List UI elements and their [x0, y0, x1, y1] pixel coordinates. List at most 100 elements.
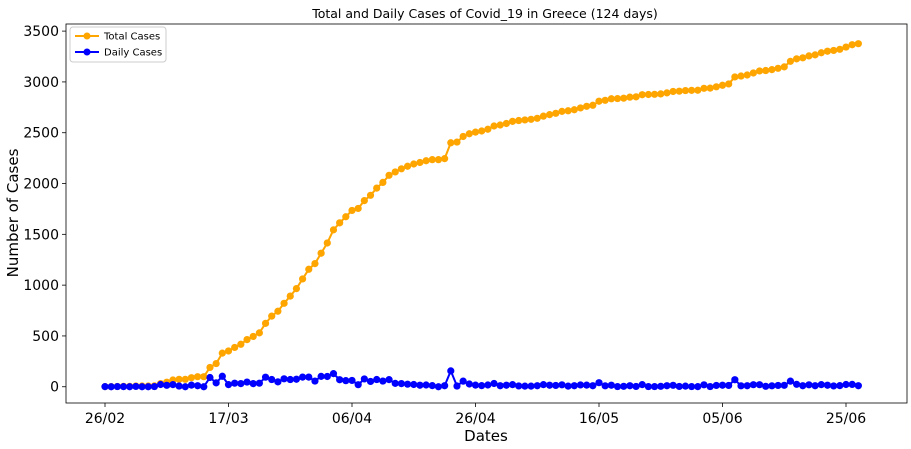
data-point-daily — [175, 382, 183, 390]
data-point-daily — [749, 381, 757, 389]
data-point-daily — [138, 383, 146, 391]
data-point-total — [576, 104, 585, 112]
data-point-total — [508, 117, 517, 125]
data-point-daily — [793, 380, 801, 388]
x-tick-label: 25/06 — [826, 411, 866, 427]
data-point-total — [638, 91, 646, 99]
data-point-daily — [657, 382, 665, 390]
data-point-total — [366, 191, 375, 199]
data-point-total — [218, 349, 226, 357]
data-point-total — [237, 340, 245, 348]
data-point-daily — [570, 382, 578, 390]
data-point-total — [793, 55, 801, 63]
data-point-daily — [768, 382, 776, 390]
data-point-daily — [805, 381, 813, 389]
data-point-total — [521, 116, 529, 124]
data-point-daily — [638, 381, 646, 389]
data-point-daily — [459, 377, 467, 385]
data-point-daily — [650, 382, 659, 391]
data-point-total — [811, 51, 819, 59]
data-point-total — [626, 93, 634, 101]
data-point-total — [200, 373, 208, 381]
data-point-daily — [465, 380, 473, 388]
data-point-total — [385, 171, 393, 179]
data-point-total — [354, 204, 362, 213]
data-point-total — [471, 128, 480, 136]
data-point-daily — [799, 382, 807, 390]
data-point-total — [533, 114, 541, 122]
x-tick-label: 26/02 — [85, 411, 125, 427]
data-point-total — [255, 329, 263, 337]
data-point-total — [416, 158, 424, 167]
data-point-total — [749, 69, 757, 77]
data-point-total — [243, 335, 251, 344]
data-point-total — [688, 86, 696, 94]
data-point-daily — [762, 382, 770, 390]
data-point-total — [397, 165, 405, 173]
data-point-daily — [150, 382, 158, 391]
y-tick-label: 2500 — [23, 126, 59, 142]
x-tick-label: 16/05 — [579, 411, 619, 427]
data-point-daily — [305, 373, 313, 381]
data-point-daily — [502, 381, 510, 389]
x-axis: 26/02 17/03 06/04 26/04 16/05 05/06 25/06 — [85, 403, 866, 427]
data-point-daily — [737, 382, 745, 390]
data-point-daily — [552, 381, 560, 390]
data-point-total — [181, 375, 189, 383]
data-point-total — [286, 292, 294, 300]
data-point-daily — [620, 382, 628, 390]
data-point-daily — [206, 373, 214, 382]
data-point-total — [564, 107, 572, 115]
data-point-daily — [119, 383, 128, 391]
data-point-daily — [329, 370, 338, 378]
data-point-total — [280, 299, 288, 307]
data-point-total — [434, 156, 443, 164]
data-point-total — [675, 87, 683, 95]
data-point-total — [317, 249, 325, 257]
data-point-daily — [725, 381, 733, 390]
data-point-daily — [286, 375, 294, 384]
data-point-total — [373, 184, 381, 192]
data-point-daily — [163, 381, 171, 389]
data-point-total — [644, 90, 653, 99]
data-point-total — [212, 359, 220, 368]
data-point-total — [650, 90, 659, 98]
data-point-daily — [786, 377, 795, 385]
data-point-daily — [434, 383, 443, 391]
data-point-daily — [132, 382, 140, 391]
data-point-total — [694, 86, 702, 94]
data-point-total — [669, 87, 677, 96]
data-point-daily — [490, 379, 498, 388]
data-point-daily — [385, 376, 393, 384]
data-point-total — [231, 343, 239, 352]
data-point-total — [774, 64, 782, 72]
data-point-daily — [848, 380, 856, 389]
data-point-total — [484, 125, 492, 133]
data-point-total — [805, 52, 813, 60]
x-tick-label: 05/06 — [702, 411, 742, 427]
data-point-daily — [644, 382, 653, 391]
data-point-daily — [589, 382, 597, 390]
data-point-daily — [632, 382, 640, 391]
data-point-total — [743, 71, 751, 79]
data-point-total — [175, 375, 183, 383]
data-point-total — [305, 265, 313, 273]
data-point-total — [632, 93, 640, 101]
plot-frame — [65, 23, 908, 404]
data-point-daily — [255, 379, 263, 387]
data-point-daily — [348, 376, 356, 385]
data-point-total — [595, 97, 603, 105]
data-point-daily — [688, 382, 696, 391]
data-point-total — [447, 139, 455, 147]
data-point-total — [515, 116, 523, 125]
data-point-daily — [601, 382, 609, 390]
data-point-daily — [830, 382, 838, 390]
data-point-total — [453, 138, 461, 146]
data-point-total — [854, 40, 862, 48]
data-point-daily — [224, 381, 233, 389]
data-point-total — [403, 162, 412, 170]
data-point-daily — [410, 380, 418, 389]
data-point-daily — [422, 381, 430, 389]
data-point-total — [274, 307, 282, 315]
data-point-total — [410, 160, 418, 168]
